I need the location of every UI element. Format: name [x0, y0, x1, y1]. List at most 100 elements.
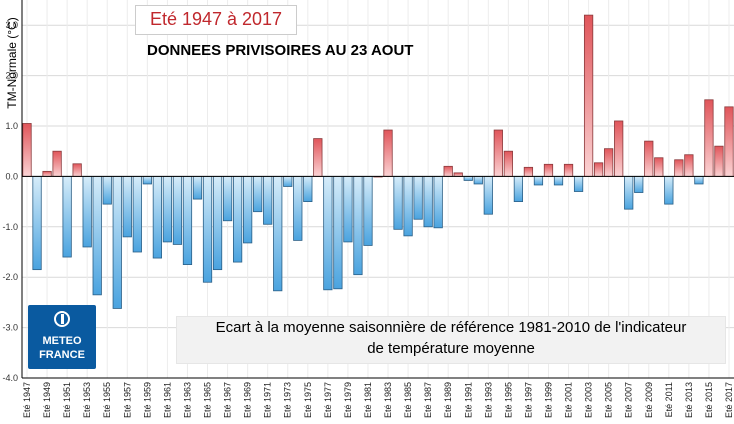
bar-eté-1960 — [152, 175, 162, 259]
x-tick-label: Eté 1951 — [62, 382, 72, 418]
bar-eté-1998 — [533, 175, 544, 186]
bar-eté-1952 — [72, 163, 82, 177]
bar-eté-2005 — [604, 148, 614, 177]
bar-eté-1969 — [243, 175, 253, 244]
y-tick-labels: -4.0 -3.0 -2.0 -1.0 0.0 1.0 2.0 3.0 — [2, 20, 18, 383]
bar-eté-2003 — [583, 14, 594, 177]
x-tick-label: Eté 1961 — [162, 382, 172, 418]
x-tick-labels: Eté 1947 Eté 1949 Eté 1951 Eté 1953 Eté 1955… — [22, 382, 734, 418]
caption-line-2: de température moyenne — [367, 340, 535, 357]
y-axis-label-text: TM-Normale (°C) — [5, 17, 19, 109]
x-tick-label: Eté 2011 — [664, 382, 674, 417]
y-tick-label: 2.0 — [5, 71, 18, 81]
x-tick-label: Eté 1987 — [423, 382, 433, 418]
bar-eté-1976 — [313, 138, 323, 177]
x-tick-label: Eté 1975 — [303, 382, 313, 418]
y-tick-label: -1.0 — [2, 222, 18, 232]
bar-eté-1966 — [212, 175, 223, 271]
bar-eté-1964 — [192, 175, 203, 200]
bar-eté-1978 — [333, 175, 343, 290]
logo-text-meteo: METEO — [42, 335, 82, 347]
x-tick-label: Eté 1949 — [42, 382, 52, 418]
bar-eté-1972 — [273, 175, 283, 292]
bar-eté-1948 — [32, 175, 42, 271]
bar-eté-1967 — [222, 175, 233, 222]
bar-eté-2015 — [704, 99, 714, 177]
x-tick-label: Eté 2005 — [604, 382, 614, 418]
x-tick-label: Eté 1953 — [82, 382, 92, 418]
x-tick-label: Eté 1965 — [203, 382, 213, 418]
bar-eté-1992 — [473, 175, 483, 185]
bar-eté-2002 — [573, 175, 584, 192]
bar-eté-1988 — [433, 175, 443, 229]
axes — [21, 0, 734, 379]
bar-eté-1968 — [232, 175, 243, 263]
bar-eté-1994 — [493, 129, 503, 177]
x-tick-label: Eté 2017 — [724, 382, 734, 418]
bar-eté-1977 — [323, 175, 333, 291]
bar-eté-2010 — [654, 157, 664, 177]
bar-eté-2006 — [614, 120, 624, 177]
bar-eté-1985 — [403, 175, 413, 237]
bar-eté-2012 — [674, 159, 684, 177]
chart-subtitle: DONNEES PRIVISOIRES AU 23 AOUT — [147, 42, 414, 59]
bar-eté-1961 — [162, 175, 173, 243]
x-tick-label: Eté 1981 — [363, 382, 373, 418]
bar-eté-1989 — [443, 165, 453, 177]
x-tick-label: Eté 1959 — [142, 382, 152, 418]
x-tick-label: Eté 1993 — [483, 382, 493, 418]
logo-text-france: FRANCE — [39, 349, 85, 361]
bar-eté-2016 — [714, 145, 724, 177]
x-tick-label: Eté 1979 — [343, 382, 353, 418]
chart-title: Eté 1947 à 2017 — [149, 9, 283, 29]
x-tick-label: Eté 2015 — [704, 382, 714, 418]
bar-eté-1955 — [102, 175, 112, 205]
x-tick-label: Eté 1997 — [523, 382, 533, 418]
bar-eté-1974 — [293, 175, 303, 241]
bar-eté-2013 — [684, 154, 694, 177]
x-tick-label: Eté 1955 — [102, 382, 112, 418]
bar-eté-1959 — [142, 175, 152, 185]
bar-eté-1983 — [383, 129, 393, 177]
x-tick-label: Eté 1991 — [463, 382, 473, 418]
x-tick-label: Eté 1969 — [243, 382, 253, 418]
meteo-france-logo-icon — [54, 311, 70, 327]
caption-line-1: Ecart à la moyenne saisonnière de référe… — [215, 319, 687, 336]
bar-eté-1947 — [22, 123, 32, 177]
bar-eté-1950 — [52, 150, 62, 177]
bar-eté-1981 — [363, 175, 373, 246]
bar-eté-1965 — [202, 175, 213, 283]
x-tick-label: Eté 1957 — [122, 382, 132, 418]
bar-eté-1970 — [253, 175, 263, 213]
bar-eté-1997 — [523, 166, 534, 177]
bar-eté-2007 — [624, 175, 634, 210]
bar-eté-1990 — [453, 172, 463, 177]
bar-eté-1957 — [122, 175, 132, 238]
x-tick-label: Eté 2007 — [624, 382, 634, 418]
bar-eté-1999 — [543, 163, 554, 177]
x-tick-label: Eté 1995 — [503, 382, 513, 418]
x-tick-label: Eté 1947 — [22, 382, 32, 418]
y-tick-label: 3.0 — [5, 20, 18, 30]
x-tick-label: Eté 1973 — [283, 382, 293, 418]
x-tick-label: Eté 2009 — [644, 382, 654, 418]
bar-eté-1980 — [353, 175, 363, 276]
bar-eté-1963 — [182, 175, 193, 265]
x-tick-label: Eté 1989 — [443, 382, 453, 418]
bar-eté-2014 — [694, 175, 704, 185]
bar-eté-1995 — [503, 150, 513, 177]
x-tick-label: Eté 1999 — [543, 382, 553, 418]
meteo-france-logo: METEO FRANCE — [28, 305, 96, 369]
bar-eté-2009 — [644, 140, 654, 177]
x-tick-label: Eté 2003 — [584, 382, 594, 418]
bar-series — [22, 14, 734, 309]
bar-eté-1951 — [62, 175, 72, 258]
x-tick-label: Eté 2013 — [684, 382, 694, 418]
bar-eté-1996 — [513, 175, 524, 202]
bar-eté-1954 — [92, 175, 102, 296]
chart-caption: Ecart à la moyenne saisonnière de référe… — [176, 316, 726, 364]
bar-eté-1973 — [283, 175, 293, 187]
bar-eté-1949 — [42, 170, 52, 177]
y-axis-label: TM-Normale (°C) — [2, 8, 22, 118]
